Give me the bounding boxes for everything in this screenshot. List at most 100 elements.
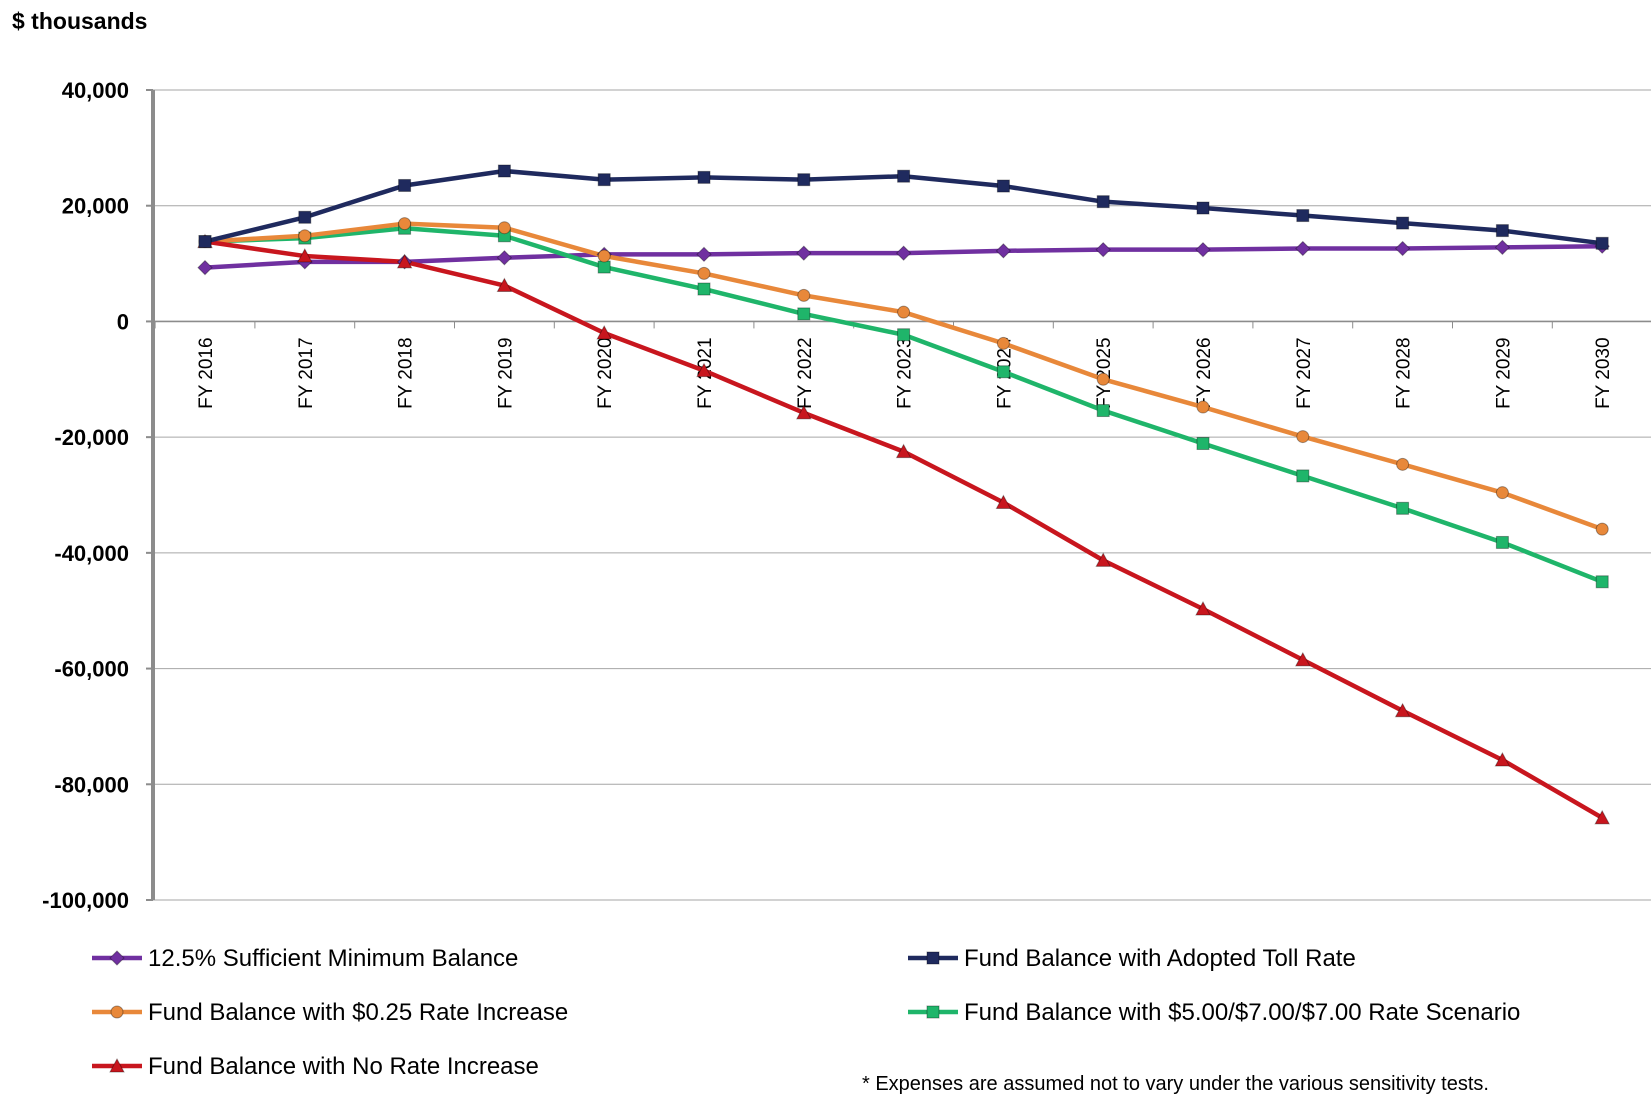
- data-point: [797, 288, 811, 302]
- data-point: [895, 245, 912, 261]
- data-point: [897, 328, 911, 342]
- data-point: [597, 260, 611, 274]
- x-tick-labels: FY 2016 FY 2017 FY 2018 FY 2019 FY 2020 FY 20…: [196, 337, 1614, 409]
- data-point: [497, 164, 511, 178]
- y-tick-label: -80,000: [54, 772, 129, 797]
- x-tick-label: FY 2022: [795, 337, 816, 408]
- data-point: [398, 217, 412, 231]
- data-point: [1095, 241, 1111, 258]
- data-point: [996, 179, 1010, 193]
- y-tick-label: -60,000: [54, 657, 129, 682]
- data-point: [797, 173, 811, 187]
- legend-label: Fund Balance with $5.00/$7.00/$7.00 Rate…: [964, 999, 1520, 1026]
- y-tick-label: -40,000: [54, 541, 129, 566]
- legend-label: Fund Balance with No Rate Increase: [148, 1053, 539, 1080]
- data-point: [1195, 241, 1211, 258]
- gridlines: [146, 89, 1651, 901]
- y-tick-label: -100,000: [42, 888, 129, 913]
- data-point: [1296, 430, 1310, 444]
- data-point: [996, 336, 1010, 350]
- data-point: [897, 305, 911, 319]
- data-point: [1595, 522, 1609, 536]
- x-tick-label: FY 2023: [895, 337, 916, 408]
- data-point: [1196, 437, 1210, 451]
- legend-label: 12.5% Sufficient Minimum Balance: [148, 945, 518, 972]
- data-point: [298, 229, 312, 243]
- data-point: [895, 443, 912, 459]
- data-point: [1196, 201, 1210, 215]
- data-point: [795, 404, 812, 420]
- data-point: [1296, 469, 1310, 483]
- data-point: [1595, 575, 1609, 589]
- x-tick-label: FY 2026: [1194, 337, 1215, 408]
- legend-label: Fund Balance with Adopted Toll Rate: [964, 945, 1356, 972]
- legend: 12.5% Sufficient Minimum Balance Fund Bal…: [92, 945, 1520, 1080]
- data-point: [396, 253, 413, 269]
- data-point: [198, 235, 212, 249]
- data-point: [1396, 216, 1410, 230]
- data-point: [197, 259, 213, 276]
- data-point: [1295, 240, 1311, 257]
- data-point: [796, 245, 812, 261]
- y-tick-label: -20,000: [54, 425, 129, 450]
- data-point: [995, 243, 1012, 259]
- x-tick-label: FY 2027: [1294, 337, 1315, 408]
- data-point: [696, 246, 712, 263]
- data-point: [926, 1005, 940, 1019]
- data-point: [109, 950, 125, 966]
- y-axis-title: $ thousands: [12, 8, 147, 34]
- x-tick-label: FY 2020: [595, 337, 616, 408]
- data-point: [1096, 404, 1110, 418]
- data-point: [497, 221, 511, 235]
- data-point: [1494, 239, 1511, 256]
- series-lines: [204, 168, 1604, 820]
- data-point: [1394, 240, 1411, 257]
- data-point: [1495, 535, 1509, 549]
- footnote: * Expenses are assumed not to vary under…: [862, 1073, 1489, 1095]
- data-point: [1296, 209, 1310, 223]
- data-point: [496, 277, 513, 293]
- data-point: [996, 365, 1010, 379]
- y-tick-labels: 40,000 20,000 0 -20,000 -40,000 -60,000 -80,00…: [42, 78, 129, 913]
- data-point: [1595, 236, 1609, 250]
- data-point: [1495, 486, 1509, 500]
- data-point: [1396, 457, 1410, 471]
- data-point: [296, 247, 313, 263]
- data-point: [298, 210, 312, 224]
- data-point: [1396, 501, 1410, 515]
- data-point: [597, 249, 611, 263]
- series-line: [204, 239, 1604, 820]
- data-point: [597, 173, 611, 187]
- data-point: [697, 266, 711, 280]
- data-point: [1096, 372, 1110, 386]
- y-tick-label: 20,000: [62, 194, 129, 219]
- data-point: [897, 169, 911, 183]
- data-point: [496, 250, 513, 266]
- data-point: [596, 324, 613, 340]
- y-tick-label: 0: [117, 309, 129, 334]
- data-point: [1196, 400, 1210, 414]
- data-point: [1195, 600, 1211, 616]
- data-point: [1594, 809, 1611, 825]
- data-point: [1294, 651, 1311, 667]
- data-point: [1095, 552, 1112, 567]
- data-point: [109, 1057, 125, 1073]
- data-point: [398, 178, 412, 192]
- data-point: [797, 307, 811, 321]
- data-point: [1494, 751, 1511, 767]
- data-point: [697, 170, 711, 184]
- x-tick-label: FY 2017: [296, 337, 317, 408]
- x-tick-label: FY 2018: [396, 337, 417, 408]
- data-point: [1495, 224, 1509, 238]
- x-tick-label: FY 2028: [1394, 337, 1415, 408]
- data-point: [697, 282, 711, 296]
- data-point: [110, 1005, 124, 1019]
- data-point: [696, 362, 712, 378]
- series-markers: [197, 164, 1611, 825]
- x-tick-label: FY 2019: [495, 337, 516, 408]
- x-tick-label: FY 2030: [1593, 337, 1614, 408]
- legend-label: Fund Balance with $0.25 Rate Increase: [148, 999, 568, 1026]
- data-point: [1096, 195, 1110, 209]
- data-point: [995, 494, 1012, 510]
